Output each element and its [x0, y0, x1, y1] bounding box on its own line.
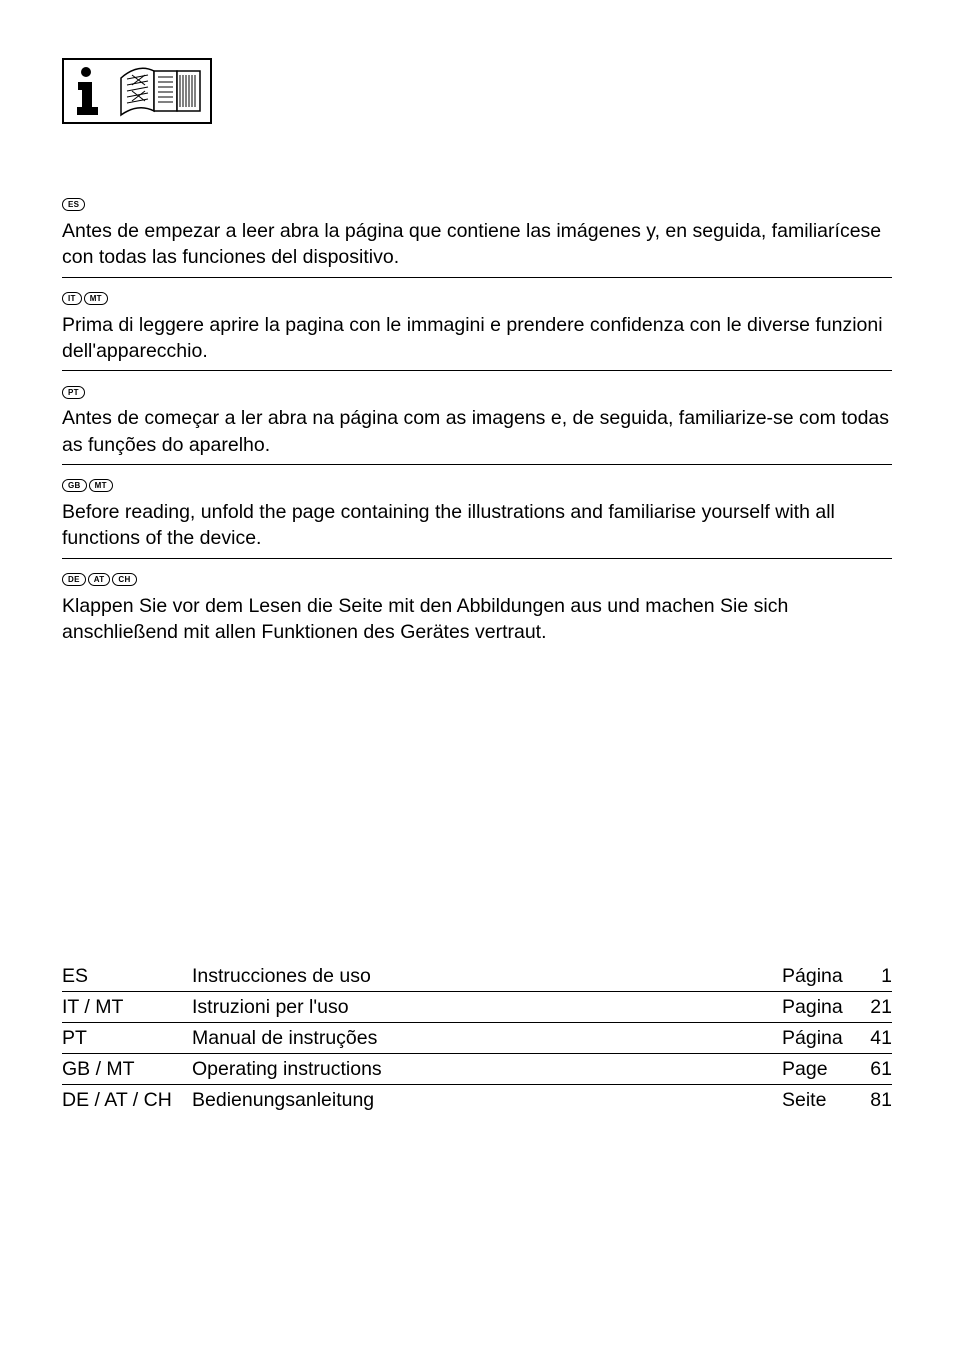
toc-code: IT / MT [62, 996, 192, 1019]
toc-page-label: Page [782, 1058, 860, 1081]
country-badge: DE [62, 573, 86, 586]
badges-row: ITMT [62, 290, 892, 308]
toc-page-number: 61 [860, 1058, 892, 1081]
toc-page-number: 41 [860, 1027, 892, 1050]
section-text: Klappen Sie vor dem Lesen die Seite mit … [62, 593, 892, 646]
language-section: DEATCH Klappen Sie vor dem Lesen die Seit… [62, 571, 892, 652]
toc-page-label: Pagina [782, 996, 860, 1019]
language-section: PT Antes de começar a ler abra na página … [62, 383, 892, 465]
toc-code: PT [62, 1027, 192, 1050]
toc-title: Instrucciones de uso [192, 965, 782, 988]
toc-page-number: 81 [860, 1089, 892, 1112]
toc-code: DE / AT / CH [62, 1089, 192, 1112]
toc-page-number: 21 [860, 996, 892, 1019]
language-sections: ES Antes de empezar a leer abra la página… [62, 196, 892, 651]
country-badge: AT [88, 573, 111, 586]
toc-title: Istruzioni per l'uso [192, 996, 782, 1019]
toc-title: Operating instructions [192, 1058, 782, 1081]
country-badge: IT [62, 292, 82, 305]
toc-page-label: Seite [782, 1089, 860, 1112]
toc-title: Manual de instruções [192, 1027, 782, 1050]
toc-code: GB / MT [62, 1058, 192, 1081]
country-badge: ES [62, 198, 85, 211]
toc-page-label: Página [782, 965, 860, 988]
language-section: GBMT Before reading, unfold the page cont… [62, 477, 892, 559]
section-text: Prima di leggere aprire la pagina con le… [62, 312, 892, 365]
toc-page-label: Página [782, 1027, 860, 1050]
badges-row: PT [62, 383, 892, 401]
toc-page-number: 1 [860, 965, 892, 988]
info-icon-box [62, 58, 212, 124]
toc-row: GB / MTOperating instructionsPage61 [62, 1054, 892, 1085]
badges-row: ES [62, 196, 892, 214]
section-text: Antes de começar a ler abra na página co… [62, 405, 892, 458]
toc-title: Bedienungsanleitung [192, 1089, 782, 1112]
country-badge: CH [112, 573, 136, 586]
section-text: Before reading, unfold the page containi… [62, 499, 892, 552]
table-of-contents: ESInstrucciones de usoPágina1IT / MTIstr… [62, 961, 892, 1115]
toc-code: ES [62, 965, 192, 988]
country-badge: MT [84, 292, 108, 305]
country-badge: MT [89, 479, 113, 492]
section-text: Antes de empezar a leer abra la página q… [62, 218, 892, 271]
language-section: ES Antes de empezar a leer abra la página… [62, 196, 892, 278]
toc-row: DE / AT / CHBedienungsanleitungSeite81 [62, 1085, 892, 1115]
toc-row: PTManual de instruçõesPágina41 [62, 1023, 892, 1054]
badges-row: GBMT [62, 477, 892, 495]
info-icon [70, 65, 106, 117]
toc-row: IT / MTIstruzioni per l'usoPagina21 [62, 992, 892, 1023]
badges-row: DEATCH [62, 571, 892, 589]
language-section: ITMT Prima di leggere aprire la pagina co… [62, 290, 892, 372]
country-badge: GB [62, 479, 87, 492]
toc-row: ESInstrucciones de usoPágina1 [62, 961, 892, 992]
country-badge: PT [62, 386, 85, 399]
foldout-page-icon [118, 65, 204, 117]
